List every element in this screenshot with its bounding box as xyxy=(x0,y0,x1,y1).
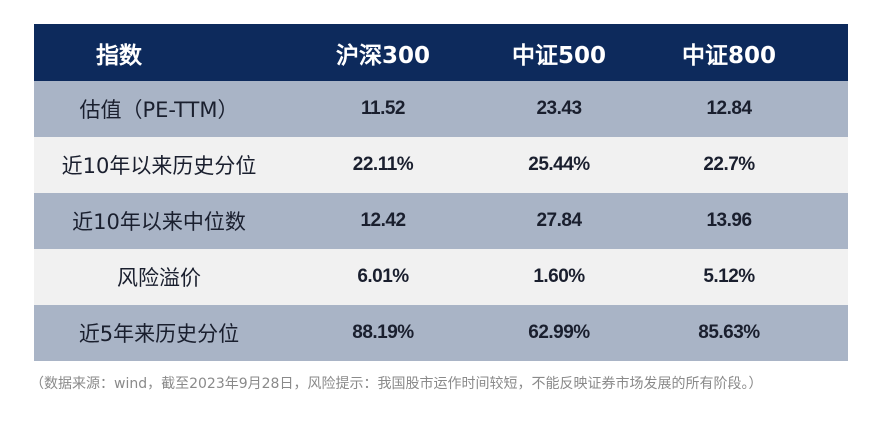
cell-zz500: 23.43 xyxy=(536,98,582,119)
cell-hs300: 88.19% xyxy=(352,322,414,343)
cell-hs300: 11.52 xyxy=(361,98,406,119)
source-note: （数据来源：wind，截至2023年9月28日，风险提示：我国股市运作时间较短，… xyxy=(30,376,763,392)
header-zz800: 中证800 xyxy=(681,42,776,69)
cell-zz500: 62.99% xyxy=(528,322,590,343)
row-label: 风险溢价 xyxy=(117,266,201,290)
table-row: 近5年来历史分位 88.19% 62.99% 85.63% xyxy=(34,305,848,361)
cell-zz500: 27.84 xyxy=(536,210,582,231)
cell-hs300: 6.01% xyxy=(357,266,409,287)
valuation-table: 指数 沪深300 中证500 中证800 估值（PE-TTM） 11.52 23… xyxy=(34,24,848,361)
table-row: 估值（PE-TTM） 11.52 23.43 12.84 xyxy=(34,81,848,137)
header-hs300: 沪深300 xyxy=(335,42,430,69)
table-header-row: 指数 沪深300 中证500 中证800 xyxy=(34,24,848,81)
header-index: 指数 xyxy=(96,42,142,69)
cell-zz800: 85.63% xyxy=(698,322,760,343)
row-label: 近5年来历史分位 xyxy=(78,322,240,346)
cell-hs300: 22.11% xyxy=(352,154,414,175)
cell-zz500: 1.60% xyxy=(533,266,585,287)
header-zz500: 中证500 xyxy=(511,42,606,69)
row-label: 估值（PE-TTM） xyxy=(79,98,239,122)
cell-zz800: 13.96 xyxy=(706,210,752,231)
row-label: 近10年以来中位数 xyxy=(72,210,246,234)
table-row: 近10年以来历史分位 22.11% 25.44% 22.7% xyxy=(34,137,848,193)
cell-zz800: 12.84 xyxy=(706,98,752,119)
cell-hs300: 12.42 xyxy=(360,210,406,231)
row-label: 近10年以来历史分位 xyxy=(61,154,257,178)
cell-zz800: 5.12% xyxy=(703,266,755,287)
cell-zz500: 25.44% xyxy=(528,154,590,175)
table-row: 近10年以来中位数 12.42 27.84 13.96 xyxy=(34,193,848,249)
cell-zz800: 22.7% xyxy=(703,154,755,175)
table-row: 风险溢价 6.01% 1.60% 5.12% xyxy=(34,249,848,305)
